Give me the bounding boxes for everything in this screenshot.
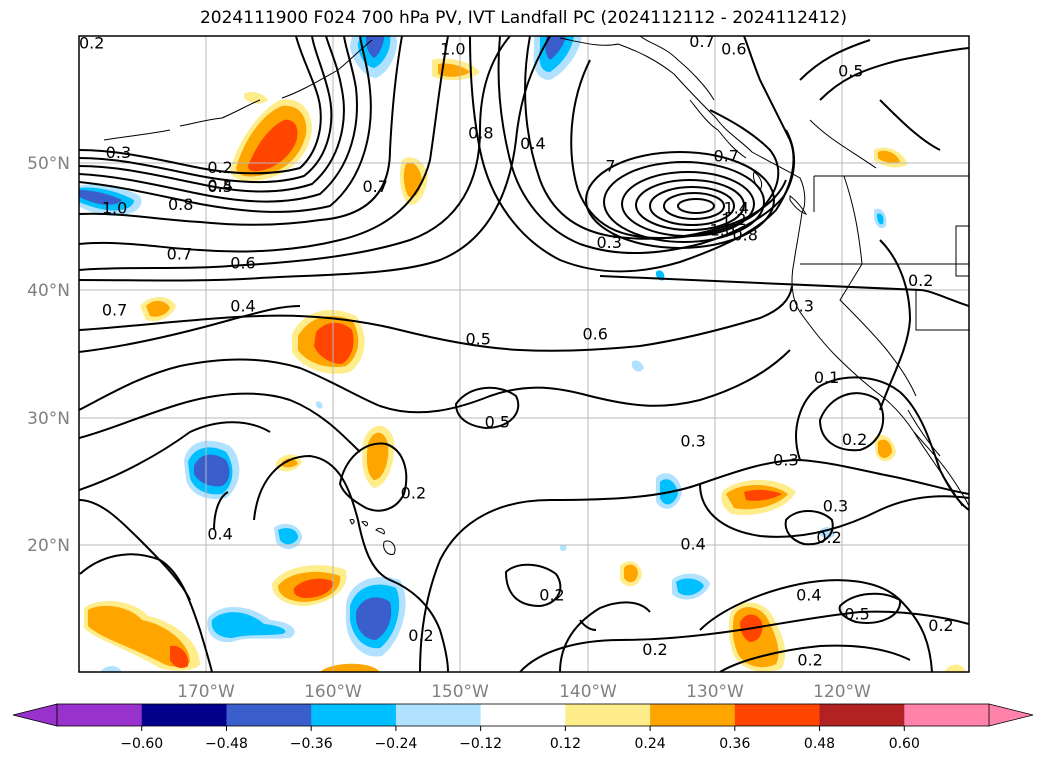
lon-tick-label: 160°W bbox=[304, 682, 362, 702]
pv-anomaly-shading bbox=[79, 36, 966, 672]
lat-tick-label: 30°N bbox=[27, 409, 70, 429]
contour-label: 0.2 bbox=[207, 158, 232, 177]
contour-labels: 0.2 1.0 0.7 0.60.50.30.20.40.50.81.00.70.80… bbox=[79, 32, 954, 669]
colorbar-tick-label: 0.36 bbox=[719, 736, 750, 752]
colorbar-segment bbox=[904, 704, 990, 726]
contour-label: 0.3 bbox=[773, 451, 798, 470]
contour-label: 0.4 bbox=[680, 535, 705, 554]
colorbar-segment bbox=[141, 704, 227, 726]
contour-label: 0.3 bbox=[596, 233, 621, 252]
lat-tick-label: 20°N bbox=[27, 536, 70, 556]
contour-label: 0.2 bbox=[816, 528, 841, 547]
contour-label: 0.2 bbox=[408, 626, 433, 645]
colorbar-extend-low bbox=[12, 703, 58, 727]
lat-tick-label: 50°N bbox=[27, 154, 70, 174]
contour-label: 0.2 bbox=[928, 616, 953, 635]
colorbar-segment bbox=[226, 704, 312, 726]
contour-label: 0.2 bbox=[908, 271, 933, 290]
contour-label: 7 bbox=[605, 157, 615, 176]
contour-label: 1.0 bbox=[102, 199, 127, 218]
map-area: 0.2 1.0 0.7 0.60.50.30.20.40.50.81.00.70.80… bbox=[79, 32, 969, 672]
colorbar-tick-label: 0.48 bbox=[804, 736, 835, 752]
colorbar-segment bbox=[480, 704, 566, 726]
map-title: 2024111900 F024 700 hPa PV, IVT Landfall… bbox=[199, 8, 847, 28]
lon-tick-labels: 170°W 160°W 150°W 140°W 130°W 120°W bbox=[177, 682, 871, 702]
contour-label: 0.8 bbox=[168, 195, 193, 214]
contour-label: 1.0 bbox=[440, 40, 465, 59]
colorbar-segment bbox=[311, 704, 397, 726]
colorbar-tick-label: 0.12 bbox=[550, 736, 581, 752]
contour-label: 0.5 bbox=[465, 330, 490, 349]
contour-label: 0.3 bbox=[823, 496, 848, 515]
contour-label: 0.2 bbox=[401, 484, 426, 503]
contour-label: 0.4 bbox=[207, 176, 232, 195]
coastlines bbox=[103, 36, 969, 555]
lat-tick-labels: 20°N 30°N 40°N 50°N bbox=[27, 154, 70, 556]
contour-label: 0.5 bbox=[844, 605, 869, 624]
colorbar-segment bbox=[565, 704, 651, 726]
colorbar-segment bbox=[650, 704, 736, 726]
colorbar-segment bbox=[395, 704, 482, 726]
contour-label: 0.6 bbox=[582, 325, 607, 344]
contour-label: 0.4 bbox=[207, 524, 232, 543]
pv-contours bbox=[79, 36, 969, 672]
contour-label: 0.5 bbox=[838, 61, 863, 80]
contour-label: 0.2 bbox=[79, 33, 104, 52]
graticule bbox=[79, 36, 969, 672]
lat-tick-label: 40°N bbox=[27, 281, 70, 301]
contour-label: 0.1 bbox=[814, 368, 839, 387]
contour-label: 0.2 bbox=[642, 640, 667, 659]
lon-tick-label: 140°W bbox=[559, 682, 617, 702]
contour-label: 0.6 bbox=[721, 40, 746, 59]
lon-tick-label: 150°W bbox=[431, 682, 489, 702]
colorbar-frame bbox=[56, 703, 990, 727]
map-frame bbox=[78, 35, 970, 673]
contour-label: 0.8 bbox=[468, 124, 493, 143]
colorbar-tick-label: −0.24 bbox=[374, 736, 417, 752]
colorbar-segment bbox=[819, 704, 905, 726]
contour-label: 0.3 bbox=[680, 432, 705, 451]
contour-label: 0.2 bbox=[797, 650, 822, 669]
contour-label: 0.5 bbox=[485, 412, 510, 431]
lon-tick-label: 120°W bbox=[813, 682, 871, 702]
colorbar-segment bbox=[57, 704, 143, 726]
contour-label: 0.7 bbox=[362, 177, 387, 196]
contour-label: 0.6 bbox=[230, 253, 255, 272]
contour-label: 0.3 bbox=[788, 297, 813, 316]
colorbar-tick-label: −0.48 bbox=[205, 736, 248, 752]
contour-label: 0.7 bbox=[713, 147, 738, 166]
colorbar: −0.60 −0.48 −0.36 −0.24 −0.12 0.12 0.24 0.36 0.4… bbox=[12, 703, 1034, 752]
lon-tick-label: 170°W bbox=[177, 682, 235, 702]
contour-label: 0.4 bbox=[796, 585, 821, 604]
colorbar-segment bbox=[734, 704, 820, 726]
contour-label: 0.7 bbox=[689, 32, 714, 51]
contour-label: 1.0 bbox=[710, 220, 735, 239]
contour-label: 0.2 bbox=[842, 430, 867, 449]
contour-label: 0.2 bbox=[539, 585, 564, 604]
colorbar-tick-label: −0.60 bbox=[120, 736, 163, 752]
colorbar-tick-label: −0.12 bbox=[459, 736, 502, 752]
colorbar-tick-label: −0.36 bbox=[290, 736, 333, 752]
colorbar-tick-label: 0.60 bbox=[889, 736, 920, 752]
contour-label: 0.3 bbox=[106, 143, 131, 162]
contour-label: 0.5 bbox=[207, 177, 232, 196]
contour-label: 0.7 bbox=[167, 245, 192, 264]
colorbar-tick-label: 0.24 bbox=[635, 736, 666, 752]
contour-label: 1.4 bbox=[724, 199, 749, 218]
contour-label: 1.2 bbox=[721, 210, 746, 229]
colorbar-extend-high bbox=[988, 703, 1034, 727]
contour-label: 0.7 bbox=[102, 301, 127, 320]
contour-label: 0.4 bbox=[520, 134, 545, 153]
contour-label: 0.8 bbox=[732, 225, 757, 244]
contour-label: 0.4 bbox=[230, 297, 255, 316]
lon-tick-label: 130°W bbox=[686, 682, 744, 702]
